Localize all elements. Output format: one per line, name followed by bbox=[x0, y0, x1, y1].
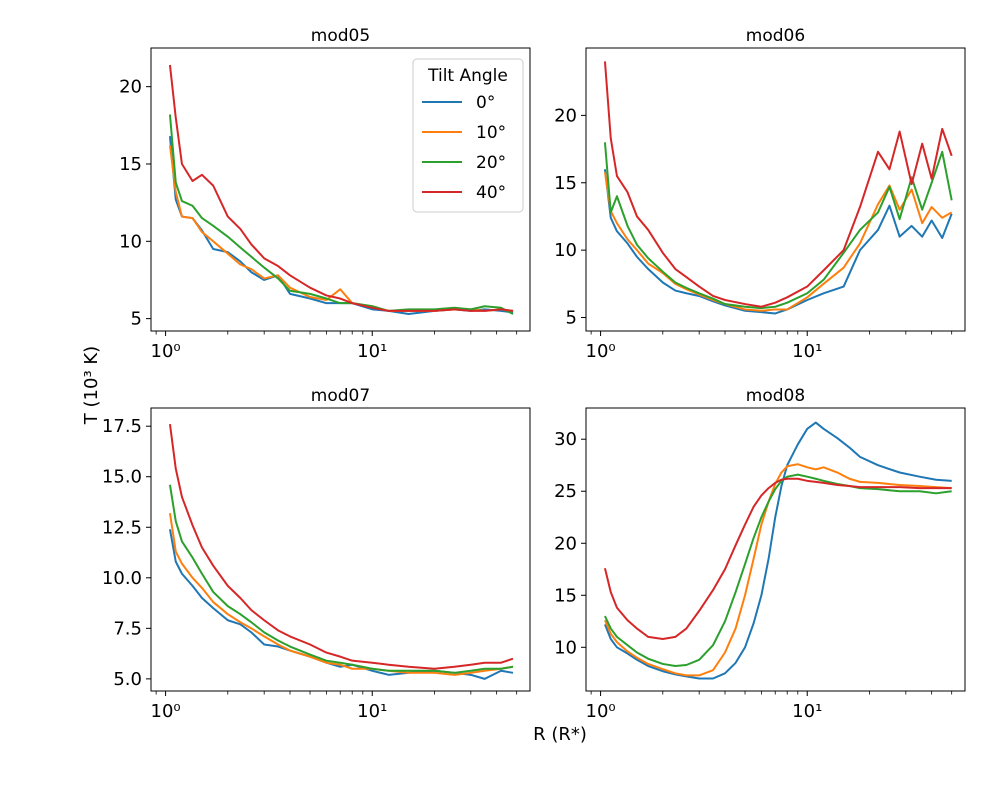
series-line-10deg bbox=[604, 463, 952, 677]
series-line-20deg bbox=[168, 484, 514, 674]
y-tick-label: 10 bbox=[119, 231, 142, 252]
y-tick-label: 25 bbox=[554, 481, 577, 502]
legend-label: 40° bbox=[476, 183, 506, 203]
x-axis-title: R (R*) bbox=[533, 724, 587, 745]
series-line-0deg bbox=[603, 169, 953, 315]
x-tick-label: 10⁰ bbox=[151, 701, 181, 722]
series-line-10deg bbox=[168, 512, 514, 676]
panel-mod07: mod07 10⁰ 10¹ 5.0 7.5 10.0 12.5 15.0 17.5 bbox=[102, 386, 531, 722]
y-tick-label: 15 bbox=[554, 173, 577, 194]
y-tick-label: 7.5 bbox=[113, 618, 142, 639]
y-tick-label: 15 bbox=[119, 154, 142, 175]
y-tick-label: 5 bbox=[131, 309, 142, 330]
legend-box bbox=[412, 58, 524, 213]
legend-item: 20° bbox=[422, 153, 506, 173]
series-line-0deg bbox=[604, 421, 952, 680]
y-tick-label: 10.0 bbox=[102, 568, 142, 589]
y-tick-label: 20 bbox=[554, 105, 577, 126]
legend-item: 40° bbox=[422, 183, 506, 203]
x-tick-label: 10¹ bbox=[792, 341, 822, 362]
legend: Tilt Angle 0° 10° 20° 40° bbox=[412, 58, 524, 213]
legend-label: 10° bbox=[476, 123, 506, 143]
x-tick-label: 10¹ bbox=[357, 341, 387, 362]
panel-title: mod05 bbox=[311, 26, 370, 46]
series-line-40deg bbox=[603, 61, 953, 308]
panel-mod05: mod05 10⁰ 10¹ 5 10 15 20 bbox=[119, 26, 531, 362]
x-tick-label: 10⁰ bbox=[586, 701, 616, 722]
x-tick-label: 10¹ bbox=[357, 701, 387, 722]
series-line-40deg bbox=[168, 64, 514, 312]
series-line-20deg bbox=[168, 114, 514, 315]
y-tick-label: 17.5 bbox=[102, 416, 142, 437]
y-axis-title: T (10³ K) bbox=[81, 346, 102, 425]
x-tick-label: 10⁰ bbox=[586, 341, 616, 362]
y-tick-label: 10 bbox=[554, 637, 577, 658]
y-tick-label: 20 bbox=[554, 533, 577, 554]
axes-frame bbox=[150, 407, 531, 692]
legend-item: 0° bbox=[422, 93, 495, 113]
y-tick-label: 15 bbox=[554, 585, 577, 606]
x-tick-label: 10¹ bbox=[792, 701, 822, 722]
series-line-10deg bbox=[603, 171, 953, 312]
y-tick-label: 10 bbox=[554, 240, 577, 261]
panel-mod08: mod08 10⁰ 10¹ 10 15 20 25 30 bbox=[554, 386, 966, 722]
legend-label: 0° bbox=[476, 93, 495, 113]
series-line-40deg bbox=[603, 477, 952, 640]
legend-title: Tilt Angle bbox=[427, 66, 508, 86]
panel-title: mod07 bbox=[311, 386, 370, 406]
panel-title: mod08 bbox=[746, 386, 805, 406]
legend-item: 10° bbox=[422, 123, 506, 143]
series-line-40deg bbox=[168, 424, 514, 670]
series-line-20deg bbox=[603, 142, 953, 310]
y-tick-label: 5.0 bbox=[113, 669, 142, 690]
y-tick-label: 5 bbox=[566, 308, 577, 329]
panel-mod06: mod06 10⁰ 10¹ 5 10 15 20 bbox=[554, 26, 966, 362]
panel-title: mod06 bbox=[746, 26, 805, 46]
y-tick-label: 15.0 bbox=[102, 467, 142, 488]
axes-frame bbox=[585, 407, 966, 692]
x-tick-label: 10⁰ bbox=[151, 341, 181, 362]
y-tick-label: 30 bbox=[554, 429, 577, 450]
y-tick-label: 20 bbox=[119, 77, 142, 98]
y-tick-label: 12.5 bbox=[102, 517, 142, 538]
legend-label: 20° bbox=[476, 153, 506, 173]
